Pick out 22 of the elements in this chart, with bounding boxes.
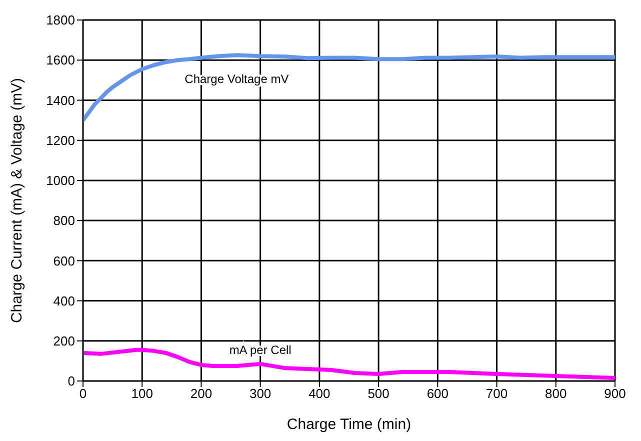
x-tick-label: 0 xyxy=(79,386,87,402)
x-tick-label: 500 xyxy=(368,386,390,402)
y-tick-label: 1200 xyxy=(46,132,75,148)
y-tick-label: 800 xyxy=(53,213,75,228)
x-tick-label: 900 xyxy=(604,386,626,402)
x-tick-label: 700 xyxy=(486,386,508,402)
x-tick-label: 100 xyxy=(131,386,153,402)
x-axis-title: Charge Time (min) xyxy=(286,416,412,433)
y-tick-label: 1600 xyxy=(46,52,75,68)
x-tick-label: 400 xyxy=(308,386,330,402)
y-tick-label: 1000 xyxy=(46,173,75,188)
x-tick-label: 200 xyxy=(190,386,212,402)
x-tick-label: 300 xyxy=(249,386,272,402)
x-tick-label: 800 xyxy=(545,386,567,402)
y-tick-label: 1800 xyxy=(46,12,75,28)
y-tick-label: 200 xyxy=(53,334,75,349)
y-tick-label: 600 xyxy=(53,253,75,268)
y-axis-title: Charge Current (mA) & Voltage (mV) xyxy=(8,78,26,324)
x-tick-label: 600 xyxy=(426,386,449,402)
y-tick-label: 1400 xyxy=(46,92,75,108)
y-tick-label: 400 xyxy=(53,293,75,308)
y-tick-label: 0 xyxy=(68,374,75,389)
